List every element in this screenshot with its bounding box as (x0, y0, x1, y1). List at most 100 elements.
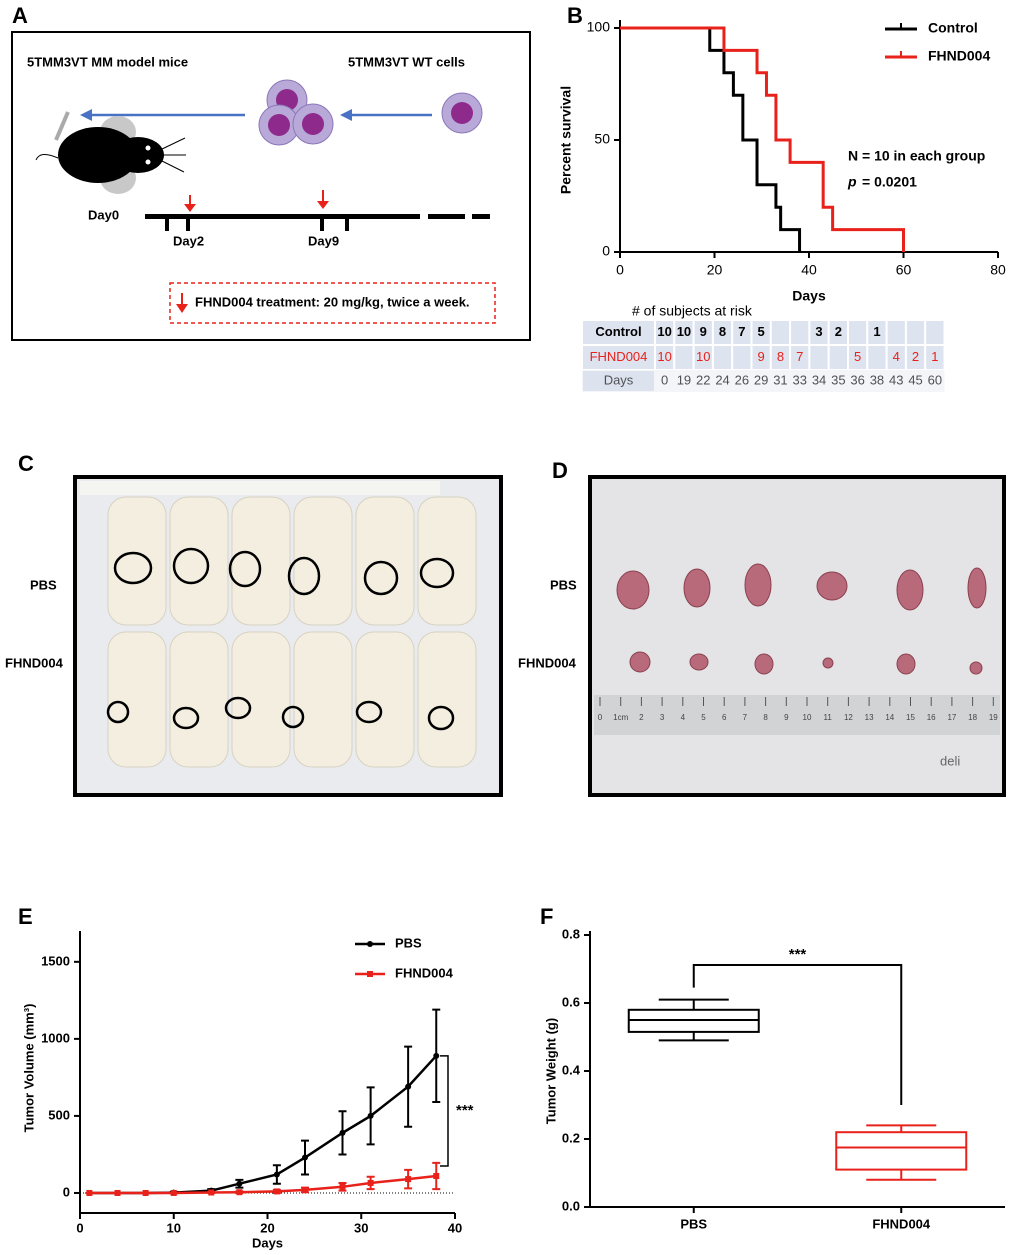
panel-letter: E (18, 904, 33, 929)
mouse (417, 631, 477, 768)
survival-curve (620, 26, 905, 252)
tumor-outline (172, 547, 210, 585)
marker (273, 1171, 280, 1178)
table-cell (866, 344, 888, 371)
table-cell-value: 2 (835, 324, 842, 339)
y-axis-label: Tumor Volume (mm³) (21, 1004, 36, 1133)
marker (236, 1189, 243, 1196)
marker (86, 1189, 93, 1196)
table-cell-value: 9 (758, 349, 765, 364)
legend-marker (367, 941, 373, 947)
tumor-outline (427, 705, 455, 731)
table-cell-value: 29 (754, 372, 768, 387)
table-cell (904, 319, 927, 346)
y-tick-label: 0.6 (562, 994, 580, 1009)
tumor-outline (287, 556, 321, 596)
ruler-label: 10 (803, 713, 812, 722)
table-cell (924, 369, 946, 393)
y-tick-label: 0 (602, 243, 610, 259)
mouse-icon (35, 111, 186, 194)
ruler-label: 5 (701, 713, 706, 722)
x-tick-label: 40 (801, 262, 817, 278)
row-label: PBS (30, 577, 57, 592)
photo (588, 475, 1006, 797)
ruler-label: 6 (722, 713, 727, 722)
legend-label: FHND004 (395, 965, 454, 980)
tumor (683, 568, 711, 608)
x-tick-label: FHND004 (872, 1216, 931, 1231)
table-cell-value: 35 (831, 372, 845, 387)
panel-letter: A (12, 3, 28, 28)
ruler-label: 0 (598, 713, 603, 722)
x-tick-label: 10 (167, 1220, 181, 1235)
ruler-label: 2 (639, 713, 644, 722)
ruler-label: 15 (906, 713, 915, 722)
table-cell-value: 38 (870, 372, 884, 387)
table-band (582, 370, 945, 392)
panel-letter: B (567, 3, 583, 28)
table-cell-value: 4 (893, 349, 900, 364)
panel-c: C PBS FHND004 (5, 451, 503, 797)
marker (339, 1183, 346, 1190)
mouse (107, 496, 167, 626)
row-label: Control (595, 324, 641, 339)
ruler-label: 4 (681, 713, 686, 722)
ruler-label: 3 (660, 713, 665, 722)
table-cell-value: 5 (854, 349, 861, 364)
marker (405, 1176, 412, 1183)
annotation: N = 10 in each group (848, 148, 985, 164)
ruler-label: 14 (885, 713, 894, 722)
table-cell-value: 9 (700, 324, 707, 339)
table-cell-value: 10 (657, 324, 671, 339)
tumor (896, 569, 924, 611)
x-tick-label: 0 (616, 262, 624, 278)
table-cell (808, 344, 830, 371)
legend-label: Control (928, 20, 978, 36)
marker (114, 1189, 121, 1196)
x-tick-label: 20 (260, 1220, 274, 1235)
mouse (107, 631, 167, 768)
tumor (689, 653, 709, 671)
table-cell-value: 31 (773, 372, 787, 387)
y-tick-label: 0.8 (562, 926, 580, 941)
table-cell-value: 1 (873, 324, 880, 339)
series-line (89, 1054, 438, 1195)
ruler-label: 18 (968, 713, 977, 722)
tumor-outline (224, 696, 252, 720)
row-label: Days (604, 372, 634, 387)
table-cell-value: 2 (912, 349, 919, 364)
table-cell-value: 60 (928, 372, 942, 387)
ruler-label: 11 (824, 713, 833, 722)
note-arrow (176, 293, 188, 313)
table-cell-value: 24 (715, 372, 729, 387)
table-cell-value: 8 (719, 324, 726, 339)
table-cell-value: 26 (735, 372, 749, 387)
x-axis-label: Days (252, 1235, 283, 1250)
day-label: Day0 (88, 207, 119, 222)
legend-label: PBS (395, 935, 422, 950)
table-cell (711, 344, 734, 371)
ruler-label: 13 (865, 713, 874, 722)
y-axis-label: Tumor Weight (g) (543, 1018, 558, 1124)
ruler-brand: deli (940, 753, 960, 768)
note-box (169, 282, 496, 324)
mouse (231, 496, 291, 626)
y-tick-label: 0.2 (562, 1130, 580, 1145)
tumor (629, 651, 651, 673)
day-label: Day9 (308, 233, 339, 248)
table-row (581, 344, 656, 371)
annotation: p (847, 174, 857, 190)
annotation: = 0.0201 (862, 174, 917, 190)
table-cell-value: 45 (908, 372, 922, 387)
whisker-low (866, 1169, 937, 1181)
treatment-arrows (184, 190, 329, 212)
marker (302, 1186, 308, 1193)
table-cell-value: 19 (677, 372, 691, 387)
tumor-outline (355, 700, 383, 724)
tumor (822, 657, 834, 669)
tumor-outline (281, 705, 305, 729)
table-cell-value: 34 (812, 372, 826, 387)
mouse (293, 496, 353, 626)
marker (170, 1189, 177, 1196)
tumor (754, 653, 774, 675)
